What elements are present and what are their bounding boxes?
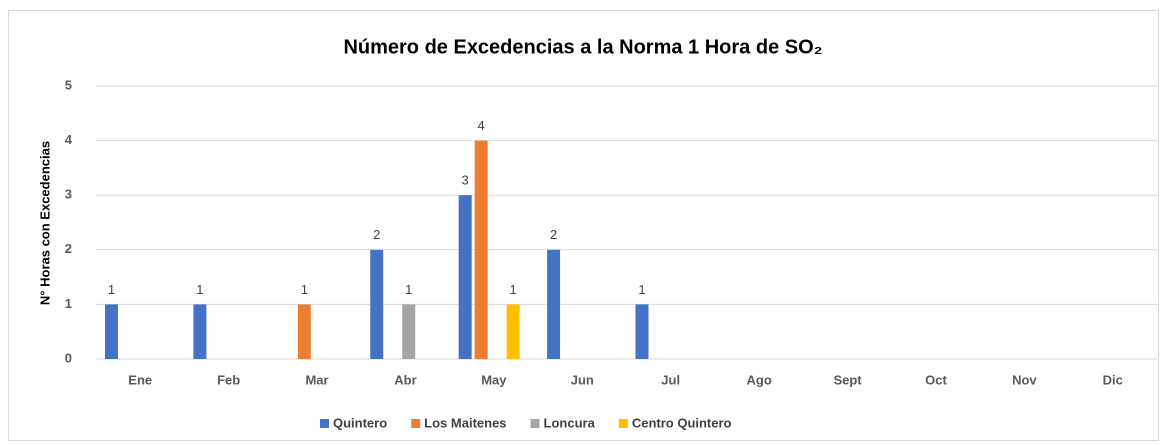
- legend-swatch: [618, 419, 628, 428]
- x-tick-label: Sept: [833, 372, 862, 387]
- data-label: 1: [301, 282, 308, 297]
- bar: [635, 304, 649, 359]
- x-tick-label: Ene: [128, 372, 152, 387]
- bar: [193, 304, 207, 359]
- y-axis-label: N° Horas con Excedencias: [37, 141, 52, 305]
- x-tick-label: Feb: [217, 372, 240, 387]
- data-label: 2: [373, 227, 380, 242]
- data-label: 1: [405, 282, 412, 297]
- x-tick-label: Oct: [925, 372, 947, 387]
- x-tick-label: Ago: [746, 372, 771, 387]
- x-tick-label: Dic: [1103, 372, 1123, 387]
- x-tick-label: May: [481, 372, 507, 387]
- y-tick-label: 2: [65, 241, 72, 256]
- legend-label: Centro Quintero: [632, 415, 732, 430]
- chart-title: Número de Excedencias a la Norma 1 Hora …: [343, 36, 822, 58]
- bar: [297, 304, 311, 359]
- data-label: 2: [550, 227, 557, 242]
- x-tick-label: Jun: [571, 372, 594, 387]
- legend-label: Loncura: [544, 415, 596, 430]
- bar: [474, 140, 488, 359]
- chart-border: [8, 10, 1159, 441]
- legend-label: Quintero: [333, 415, 387, 430]
- bar: [506, 304, 520, 359]
- data-label: 1: [108, 282, 115, 297]
- data-label: 1: [510, 282, 517, 297]
- legend-swatch: [530, 419, 540, 428]
- bar: [547, 249, 561, 359]
- data-label: 1: [638, 282, 645, 297]
- y-tick-label: 4: [65, 132, 73, 147]
- y-tick-label: 3: [65, 187, 72, 202]
- bar: [370, 249, 384, 359]
- data-label: 1: [196, 282, 203, 297]
- data-label: 4: [478, 118, 485, 133]
- legend-label: Los Maitenes: [424, 415, 506, 430]
- data-label: 3: [462, 173, 469, 188]
- bar: [402, 304, 416, 359]
- legend-swatch: [411, 419, 421, 428]
- x-tick-label: Mar: [305, 372, 328, 387]
- y-tick-label: 0: [65, 350, 72, 365]
- bar: [458, 195, 472, 359]
- x-tick-label: Abr: [394, 372, 416, 387]
- legend-swatch: [320, 419, 329, 428]
- y-tick-label: 5: [65, 77, 72, 92]
- bar: [105, 304, 118, 359]
- x-tick-label: Nov: [1012, 372, 1037, 387]
- x-tick-label: Jul: [661, 372, 680, 387]
- y-tick-label: 1: [65, 296, 72, 311]
